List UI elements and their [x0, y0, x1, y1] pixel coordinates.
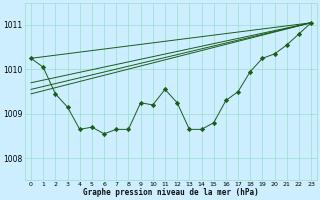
X-axis label: Graphe pression niveau de la mer (hPa): Graphe pression niveau de la mer (hPa) [83, 188, 259, 197]
